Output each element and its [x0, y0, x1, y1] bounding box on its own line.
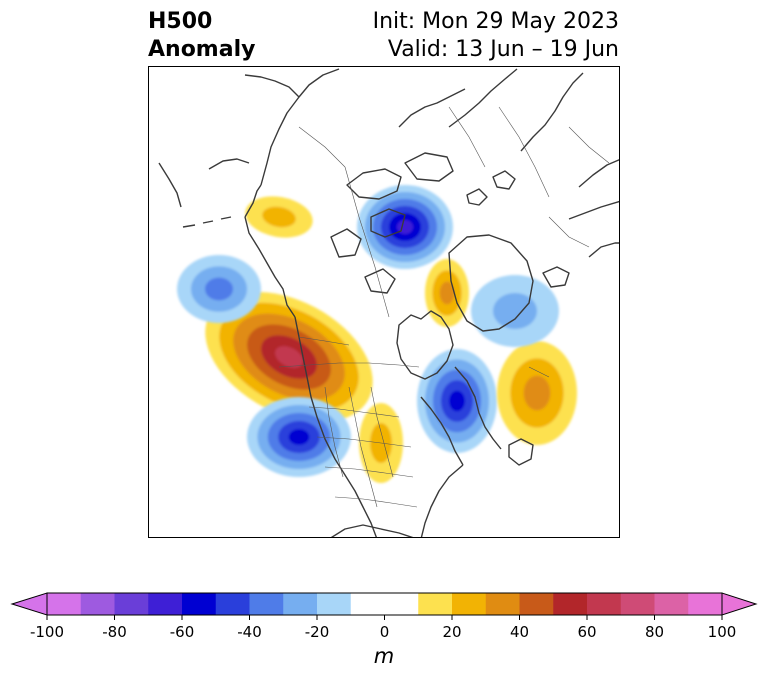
negative-anomaly [247, 397, 351, 477]
colorbar-swatch [654, 593, 689, 615]
colorbar-extend-low [10, 592, 48, 616]
colorbar-swatch [620, 593, 655, 615]
map-canvas [158, 68, 619, 537]
colorbar-tick-label: 80 [645, 623, 664, 641]
colorbar-swatch [114, 593, 149, 615]
colorbar-swatch [80, 593, 115, 615]
colorbar-swatch [47, 593, 82, 615]
anomaly-contour-band [439, 281, 455, 305]
colorbar-swatch [317, 593, 352, 615]
negative-anomaly [357, 185, 453, 269]
colorbar-extend-high [721, 592, 758, 616]
colorbar-tick-label: 20 [442, 623, 461, 641]
anomaly-contour-band [205, 277, 233, 301]
forecast-info: Init: Mon 29 May 2023 Valid: 13 Jun – 19… [373, 8, 619, 64]
colorbar-tick-label: -20 [305, 623, 330, 641]
colorbar-tick-label: -40 [237, 623, 262, 641]
political-borders [278, 106, 610, 508]
positive-anomaly [205, 291, 373, 423]
colorbar-swatch [384, 593, 419, 615]
anomaly-contour-band [493, 293, 537, 329]
colorbar-swatch [249, 593, 284, 615]
colorbar-tick-label: 100 [708, 623, 737, 641]
colorbar-tick-label: 0 [380, 623, 390, 641]
anomaly-contour-band [288, 429, 310, 445]
colorbar-swatch [418, 593, 453, 615]
negative-anomaly [177, 255, 261, 323]
negative-anomaly [417, 349, 497, 453]
anomaly-map [148, 66, 620, 538]
title-line-1: H500 [148, 9, 213, 34]
colorbar-swatch [148, 593, 183, 615]
colorbar-tick-label: -80 [102, 623, 127, 641]
colorbar-swatch [553, 593, 588, 615]
colorbar-tick-label: -100 [30, 623, 64, 641]
colorbar-unit-label: m [373, 644, 395, 668]
colorbar-swatch [519, 593, 554, 615]
positive-anomaly [497, 341, 577, 445]
colorbar: -100 -80 -60 -40 -20 0 20 40 60 80 100 [0, 585, 768, 649]
colorbar-tick-label: -60 [170, 623, 195, 641]
anomaly-contours [177, 185, 577, 483]
positive-anomaly [425, 259, 469, 327]
colorbar-swatch [215, 593, 250, 615]
negative-anomaly [471, 275, 559, 347]
title-line-2: Anomaly [148, 37, 256, 62]
colorbar-swatch [688, 593, 723, 615]
colorbar-swatch [587, 593, 622, 615]
colorbar-swatch [485, 593, 520, 615]
colorbar-tick-label: 60 [577, 623, 596, 641]
init-date: Init: Mon 29 May 2023 [372, 9, 619, 34]
anomaly-contour-band [275, 346, 303, 368]
positive-anomaly [245, 196, 313, 238]
colorbar-tick-label: 40 [510, 623, 529, 641]
colorbar-swatch [283, 593, 318, 615]
coastlines [158, 68, 619, 537]
colorbar-svg: -100 -80 -60 -40 -20 0 20 40 60 80 100 [10, 592, 758, 641]
colorbar-swatch [182, 593, 217, 615]
anomaly-contour-band [262, 206, 296, 228]
colorbar-swatch [452, 593, 487, 615]
anomaly-contour-band [449, 390, 465, 412]
valid-range: Valid: 13 Jun – 19 Jun [387, 37, 619, 62]
colorbar-swatch [350, 593, 385, 615]
anomaly-contour-band [523, 375, 551, 411]
map-title: H500 Anomaly [148, 8, 255, 64]
